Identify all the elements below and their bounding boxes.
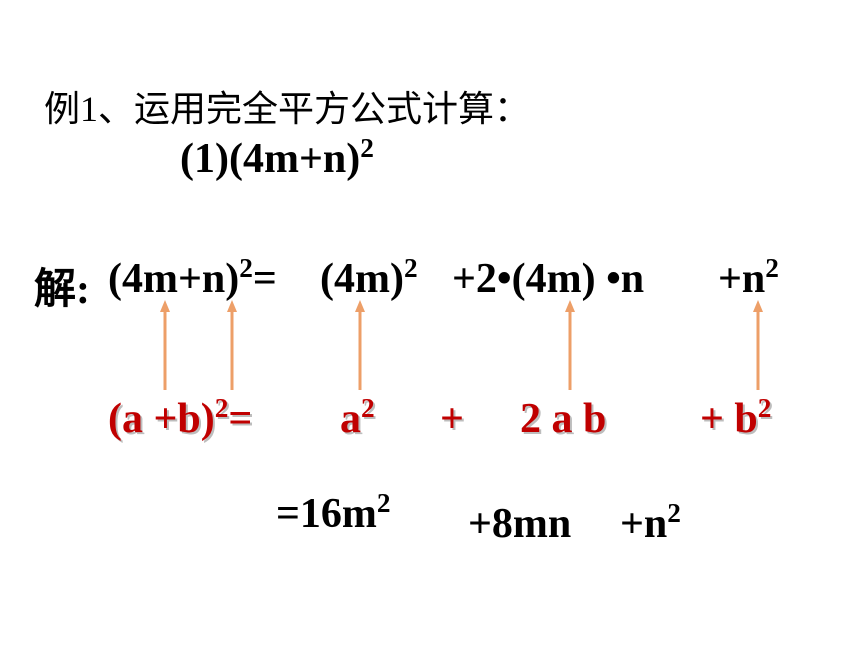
step1-term1: (4m)2 (320, 255, 418, 303)
formula-term3: + b2 (700, 395, 771, 443)
step1-term3: +n2 (718, 255, 779, 303)
arrow-2 (225, 300, 239, 390)
step1-term2: +2•(4m) •n (452, 255, 644, 303)
arrow-5 (751, 300, 765, 390)
result-term2: +8mn (468, 500, 571, 548)
step1-lhs: (4m+n)2= (108, 255, 277, 303)
result-term3: +n2 (620, 500, 681, 548)
example-title: 例1、运用完全平方公式计算： (44, 80, 530, 132)
arrow-4 (563, 300, 577, 390)
problem-exp: 2 (360, 133, 374, 163)
arrow-3 (353, 300, 367, 390)
title-text: 例1、运用完全平方公式计算： (44, 89, 530, 129)
solution-label: 解: (34, 255, 90, 316)
result-term1: =16m2 (276, 490, 391, 538)
formula-lhs: (a +b)2= (108, 395, 252, 443)
formula-term2: 2 a b (520, 395, 606, 443)
problem-base: (1)(4m+n) (180, 136, 360, 182)
problem-expression: (1)(4m+n)2 (180, 135, 374, 183)
formula-term1: a2 (340, 395, 375, 443)
formula-plus: + (440, 395, 464, 443)
arrow-1 (158, 300, 172, 390)
